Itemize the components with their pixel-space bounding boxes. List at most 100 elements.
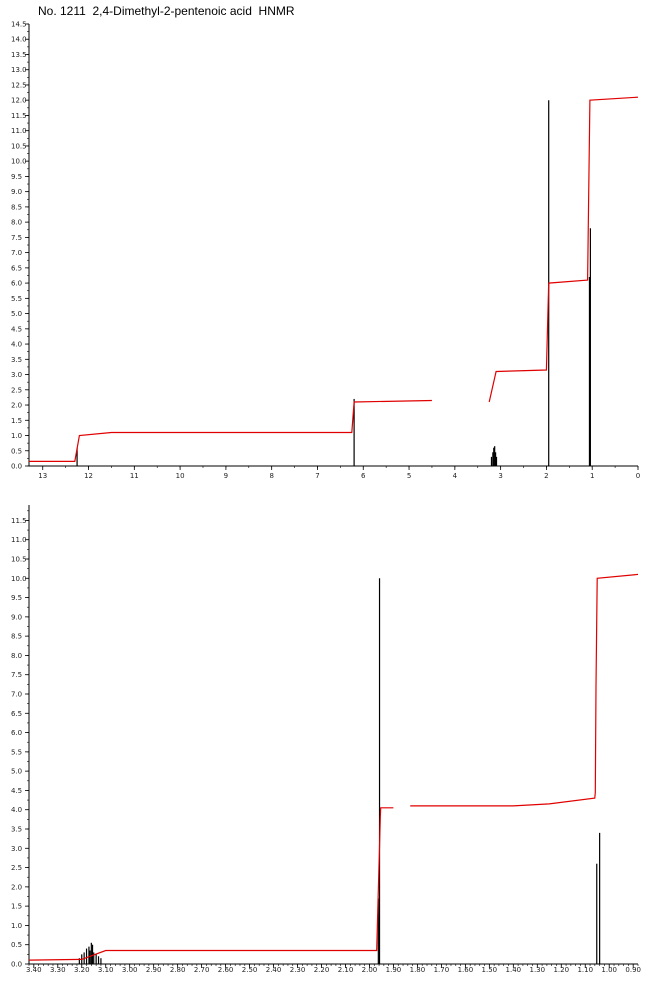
y-tick-label: 7.5 <box>11 671 22 679</box>
y-tick-label: 6.0 <box>11 280 22 288</box>
y-tick-label: 8.5 <box>11 203 22 211</box>
x-tick-label: 3.00 <box>122 966 138 974</box>
integration-curve <box>410 573 639 807</box>
y-tick-label: 11.0 <box>11 127 27 135</box>
x-tick-label: 6 <box>361 472 366 480</box>
x-tick-label: 2.10 <box>338 966 354 974</box>
x-tick-label: 2.70 <box>194 966 210 974</box>
y-tick-label: 6.0 <box>11 729 22 737</box>
y-tick-label: 3.5 <box>11 356 22 364</box>
x-tick-label: 1.90 <box>386 966 402 974</box>
y-tick-label: 0.0 <box>11 463 22 471</box>
y-tick-label: 10.5 <box>11 556 27 564</box>
x-tick-label: 0 <box>636 472 640 480</box>
x-tick-label: 13 <box>38 472 47 480</box>
x-tick-label: 3 <box>498 472 502 480</box>
y-tick-label: 4.5 <box>11 787 22 795</box>
y-tick-label: 4.0 <box>11 341 22 349</box>
x-tick-label: 4 <box>453 472 458 480</box>
y-tick-label: 9.5 <box>11 594 22 602</box>
y-tick-label: 3.0 <box>11 845 22 853</box>
x-tick-label: 2.00 <box>362 966 378 974</box>
y-tick-label: 5.5 <box>11 748 22 756</box>
integration-curve <box>28 807 394 961</box>
y-tick-label: 0.5 <box>11 447 22 455</box>
y-tick-label: 4.0 <box>11 806 22 814</box>
x-tick-label: 8 <box>269 472 273 480</box>
y-tick-label: 7.5 <box>11 234 22 242</box>
x-tick-label: 1.20 <box>553 966 569 974</box>
x-tick-label: 2.60 <box>218 966 234 974</box>
y-tick-label: 5.0 <box>11 768 22 776</box>
y-tick-label: 1.0 <box>11 922 22 930</box>
integration-curve <box>488 96 639 403</box>
x-tick-label: 1.60 <box>458 966 474 974</box>
x-tick-label: 2.80 <box>170 966 186 974</box>
x-tick-label: 1.10 <box>577 966 593 974</box>
x-tick-label: 3.20 <box>74 966 90 974</box>
x-tick-label: 9 <box>224 472 228 480</box>
x-tick-label: 3.40 <box>26 966 42 974</box>
y-tick-label: 11.5 <box>11 112 27 120</box>
y-tick-label: 0.0 <box>11 961 22 969</box>
x-tick-label: 7 <box>315 472 319 480</box>
full-spectrum-panel: 0.0 0.5 1.0 1.5 2.0 2.5 3.0 3.5 4.0 4.5 5.0 5.5 6.0 6… <box>11 21 640 481</box>
y-tick-label: 4.5 <box>11 325 22 333</box>
y-tick-label: 10.0 <box>11 158 27 166</box>
y-tick-label: 9.0 <box>11 188 22 196</box>
y-tick-label: 3.5 <box>11 826 22 834</box>
x-tick-label: 3.10 <box>98 966 114 974</box>
y-tick-label: 6.5 <box>11 710 22 718</box>
y-tick-label: 2.0 <box>11 883 22 891</box>
y-tick-label: 1.0 <box>11 432 22 440</box>
y-tick-label: 3.0 <box>11 371 22 379</box>
x-tick-label: 1.50 <box>482 966 498 974</box>
y-tick-label: 8.5 <box>11 633 22 641</box>
y-tick-label: 1.5 <box>11 903 22 911</box>
x-tick-label: 2.20 <box>314 966 330 974</box>
x-tick-label: 2.40 <box>266 966 282 974</box>
x-tick-label: 1.40 <box>506 966 522 974</box>
x-tick-label: 1.80 <box>410 966 426 974</box>
y-tick-label: 11.0 <box>11 536 27 544</box>
y-tick-label: 12.0 <box>11 97 27 105</box>
x-tick-label: 1.70 <box>434 966 450 974</box>
y-tick-label: 8.0 <box>11 652 22 660</box>
y-tick-label: 1.5 <box>11 417 22 425</box>
x-tick-label: 2.90 <box>146 966 162 974</box>
y-tick-label: 13.0 <box>11 66 27 74</box>
y-tick-label: 5.5 <box>11 295 22 303</box>
x-tick-label: 1 <box>590 472 594 480</box>
x-tick-label: 3.30 <box>50 966 66 974</box>
x-tick-label: 1.30 <box>530 966 546 974</box>
y-tick-label: 11.5 <box>11 517 27 525</box>
y-tick-label: 14.0 <box>11 36 27 44</box>
y-tick-label: 9.0 <box>11 613 22 621</box>
y-tick-label: 2.0 <box>11 402 22 410</box>
x-tick-label: 2.30 <box>290 966 306 974</box>
spectrum-title: No. 1211 2,4-Dimethyl-2-pentenoic acid H… <box>38 4 295 18</box>
y-tick-label: 8.0 <box>11 219 22 227</box>
y-tick-label: 6.5 <box>11 264 22 272</box>
y-tick-label: 5.0 <box>11 310 22 318</box>
x-tick-label: 10 <box>176 472 185 480</box>
y-tick-label: 9.5 <box>11 173 22 181</box>
x-tick-label: 11 <box>130 472 139 480</box>
y-tick-label: 7.0 <box>11 691 22 699</box>
y-tick-label: 10.0 <box>11 575 27 583</box>
x-tick-label: 12 <box>84 472 93 480</box>
x-tick-label: 0.90 <box>625 966 641 974</box>
expanded-spectrum-panel: 0.0 0.5 1.0 1.5 2.0 2.5 3.0 3.5 4.0 4.5 5.0 5.5 6.0 6… <box>11 505 641 974</box>
y-tick-label: 12.5 <box>11 81 27 89</box>
y-tick-label: 10.5 <box>11 142 27 150</box>
x-tick-label: 2 <box>544 472 548 480</box>
x-tick-label: 5 <box>407 472 411 480</box>
y-tick-label: 7.0 <box>11 249 22 257</box>
y-tick-label: 2.5 <box>11 386 22 394</box>
integration-curve <box>29 399 432 462</box>
y-tick-label: 13.5 <box>11 51 27 59</box>
x-tick-label: 2.50 <box>242 966 258 974</box>
y-tick-label: 14.5 <box>11 21 27 29</box>
y-tick-label: 2.5 <box>11 864 22 872</box>
